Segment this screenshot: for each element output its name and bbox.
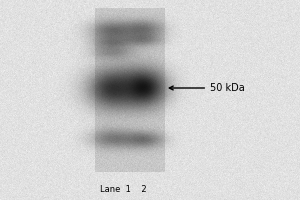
Text: Lane  1    2: Lane 1 2 xyxy=(100,185,147,194)
Text: 50 kDa: 50 kDa xyxy=(169,83,245,93)
